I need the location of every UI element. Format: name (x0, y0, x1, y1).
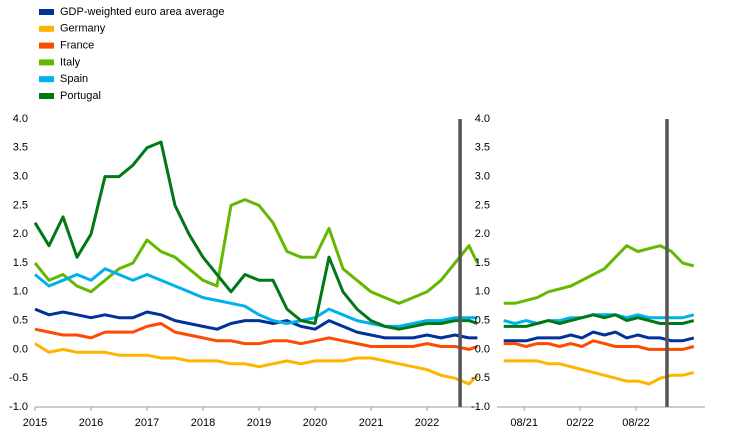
y-tick-label: 0.5 (13, 315, 28, 327)
x-tick-label: 2022 (415, 417, 439, 429)
series-line (503, 313, 695, 328)
x-tick-label: 2020 (303, 417, 327, 429)
y-tick-label: -1.0 (471, 401, 490, 413)
x-tick-label: 2016 (79, 417, 103, 429)
x-tick-label: 2019 (247, 417, 271, 429)
x-tick-label: 08/21 (510, 417, 538, 429)
y-tick-label: 3.0 (475, 171, 490, 183)
series-line (33, 140, 478, 331)
x-tick-label: 2021 (359, 417, 383, 429)
y-tick-label: 2.0 (13, 228, 28, 240)
x-tick-label: 08/22 (622, 417, 650, 429)
legend-swatch (39, 76, 54, 83)
y-tick-label: -1.0 (9, 401, 28, 413)
series-line (34, 307, 478, 340)
y-tick-label: 3.0 (13, 171, 28, 183)
y-tick-label: 0.0 (475, 343, 490, 355)
series-line (503, 330, 695, 343)
legend-swatch (39, 25, 54, 32)
legend-label: Portugal (60, 90, 101, 102)
series-line (34, 342, 479, 386)
y-tick-label: 1.0 (475, 286, 490, 298)
y-tick-label: 1.0 (13, 286, 28, 298)
legend-label: GDP-weighted euro area average (60, 6, 224, 18)
x-tick-label: 02/22 (566, 417, 594, 429)
y-tick-label: 0.5 (475, 315, 490, 327)
legend-label: France (60, 40, 94, 52)
y-tick-label: 3.5 (475, 142, 490, 154)
y-tick-label: 0.0 (13, 343, 28, 355)
y-tick-label: 2.5 (475, 199, 490, 211)
legend-label: Germany (60, 23, 106, 35)
y-tick-label: 1.5 (13, 257, 28, 269)
y-tick-label: 3.5 (13, 142, 28, 154)
legend-swatch (39, 42, 54, 49)
legend-label: Italy (60, 56, 81, 68)
x-tick-label: 2015 (23, 417, 47, 429)
legend-swatch (39, 59, 54, 66)
series-line (503, 244, 695, 305)
series-line (503, 339, 695, 351)
x-tick-label: 2017 (135, 417, 159, 429)
y-tick-label: -0.5 (471, 372, 490, 384)
legend-swatch (39, 9, 54, 15)
legend-label: Spain (60, 73, 88, 85)
y-tick-label: -0.5 (9, 372, 28, 384)
series-line (33, 198, 479, 305)
legend-swatch (39, 93, 54, 99)
y-tick-label: 2.0 (475, 228, 490, 240)
y-tick-label: 2.5 (13, 199, 28, 211)
y-tick-label: 4.0 (475, 113, 490, 125)
y-tick-label: 1.5 (475, 257, 490, 269)
x-tick-label: 2018 (191, 417, 215, 429)
y-tick-label: 4.0 (13, 113, 28, 125)
series-line (34, 322, 478, 351)
series-line (503, 359, 695, 386)
series-line (34, 267, 478, 328)
